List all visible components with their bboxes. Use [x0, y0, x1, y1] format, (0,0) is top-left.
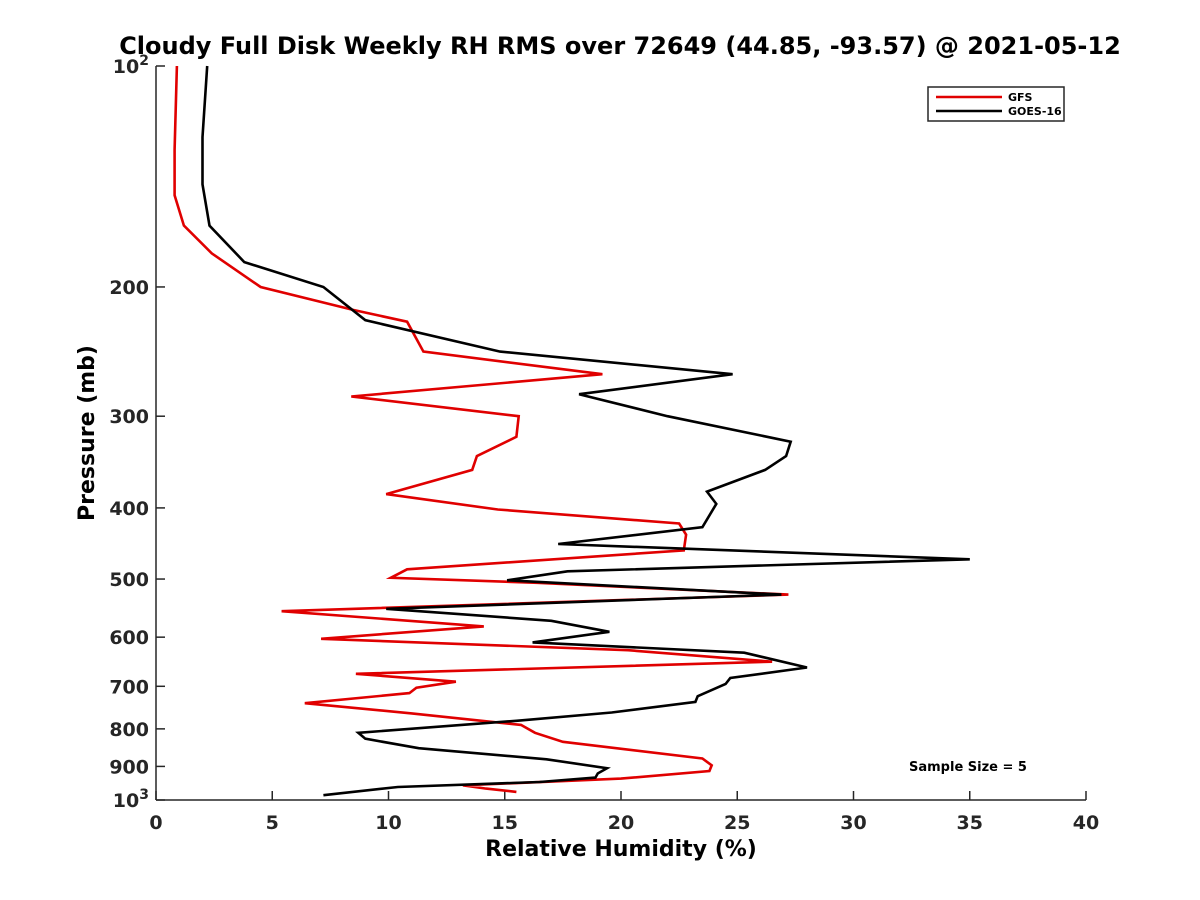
series-lines [173, 65, 970, 797]
legend-label-gfs: GFS [1008, 91, 1033, 104]
sample-size-annotation: Sample Size = 5 [909, 760, 1027, 775]
y-tick-label: 800 [109, 719, 149, 741]
y-tick-label: 600 [109, 627, 149, 649]
y-tick-label: 500 [109, 569, 149, 591]
x-tick-label: 10 [375, 812, 401, 834]
x-tick-label: 35 [957, 812, 983, 834]
x-tick-label: 20 [608, 812, 634, 834]
x-tick-label: 15 [492, 812, 518, 834]
y-tick-label: 400 [109, 498, 149, 520]
axes: 0 5 10 15 20 25 30 35 40 102 200 300 400 500 600 700 800… [109, 53, 1099, 834]
chart-title: Cloudy Full Disk Weekly RH RMS over 7264… [119, 32, 1121, 60]
y-axis-label: Pressure (mb) [75, 345, 100, 521]
y-tick-label: 102 [113, 53, 149, 78]
y-tick-label: 200 [109, 277, 149, 299]
x-axis-label: Relative Humidity (%) [485, 837, 757, 862]
y-tick-label: 300 [109, 406, 149, 428]
series-line-goes-16 [201, 65, 970, 797]
x-tick-label: 30 [840, 812, 866, 834]
x-tick-label: 0 [149, 812, 162, 834]
x-tick-label: 25 [724, 812, 750, 834]
y-tick-label: 103 [113, 787, 149, 812]
plot-area [156, 66, 1086, 800]
x-tick-label: 40 [1073, 812, 1099, 834]
y-tick-label: 700 [109, 676, 149, 698]
legend-box [927, 86, 1065, 122]
legend-label-goes-16: GOES-16 [1008, 105, 1062, 118]
y-tick-label: 900 [109, 756, 149, 778]
x-tick-label: 5 [266, 812, 279, 834]
